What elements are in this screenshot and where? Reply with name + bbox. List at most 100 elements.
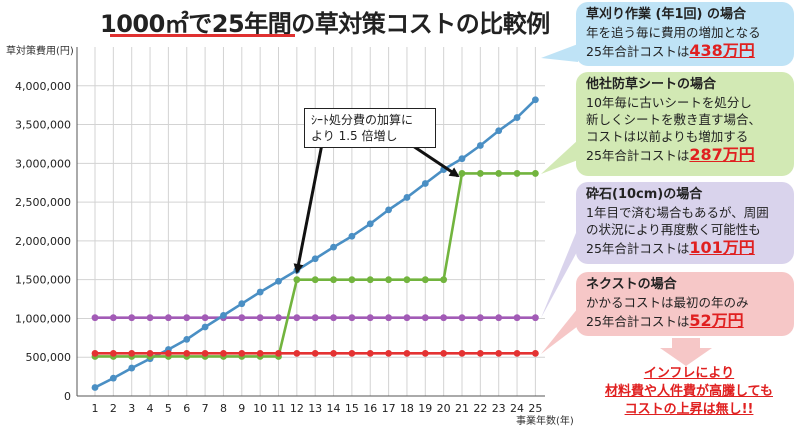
y-tick-label: 0: [64, 390, 71, 403]
x-tick-label: 11: [272, 402, 286, 415]
data-point: [311, 276, 319, 284]
data-point: [293, 276, 301, 284]
x-tick-label: 20: [437, 402, 451, 415]
data-point: [513, 349, 521, 357]
y-axis-label: 草対策費用(円): [6, 46, 74, 57]
data-point: [476, 314, 484, 322]
data-point: [348, 232, 356, 240]
inflation-line-2: 材料費や人件費が高騰しても: [605, 384, 773, 399]
data-point: [458, 155, 466, 163]
data-point: [403, 276, 411, 284]
data-point: [421, 314, 429, 322]
inflation-message: インフレにより 材料費や人件費が高騰しても コストの上昇は無し!!: [583, 365, 795, 419]
data-point: [256, 314, 264, 322]
data-point: [311, 255, 319, 263]
data-point: [440, 314, 448, 322]
inflation-line-3: コストの上昇は無し!!: [624, 402, 754, 417]
box-cost: 25年合計コストは52万円: [586, 311, 744, 330]
box-cost: 25年合計コストは101万円: [586, 238, 755, 257]
x-tick-label: 15: [345, 402, 359, 415]
inflation-line-1: インフレにより: [643, 366, 735, 381]
data-point: [458, 349, 466, 357]
data-point: [146, 349, 154, 357]
box-title: ネクストの場合: [586, 277, 677, 292]
data-point: [293, 349, 301, 357]
data-point: [220, 311, 227, 319]
data-point: [532, 314, 539, 322]
data-point: [403, 194, 411, 201]
data-point: [275, 277, 282, 285]
data-point: [238, 349, 246, 357]
data-point: [238, 300, 246, 308]
info-box-mowing: 草刈り作業 (年1回) の場合 年を追う毎に費用の増加となる 25年合計コストは…: [576, 2, 794, 66]
x-tick-label: 16: [363, 402, 377, 415]
data-point: [128, 364, 136, 372]
y-tick-label: 1,000,000: [15, 312, 71, 325]
data-point: [403, 314, 411, 322]
info-box-gravel: 砕石(10cm)の場合 1年目で済む場合もあるが、周囲 の状況により再度敷く可能…: [576, 182, 794, 264]
data-point: [385, 314, 392, 322]
data-point: [311, 349, 319, 357]
purple-box-pointer: [541, 228, 578, 318]
x-tick-label: 4: [147, 402, 154, 415]
box-title: 他社防草シートの場合: [586, 77, 717, 92]
data-point: [183, 335, 191, 343]
data-point: [348, 349, 356, 357]
red-box-pointer: [541, 308, 578, 354]
data-point: [366, 220, 374, 228]
annotation-line-1: ｼｰﾄ処分費の加算に: [311, 113, 414, 127]
data-point: [109, 314, 117, 322]
data-point: [91, 314, 99, 322]
x-tick-label: 22: [473, 402, 487, 415]
box-title: 砕石(10cm)の場合: [586, 187, 703, 202]
x-tick-label: 5: [165, 402, 172, 415]
x-tick-label: 1: [92, 402, 99, 415]
data-point: [275, 349, 282, 357]
data-point: [366, 349, 374, 357]
box-desc: かかるコストは最初の年のみ: [586, 295, 749, 310]
x-tick-label: 25: [528, 402, 542, 415]
data-point: [476, 142, 484, 149]
data-point: [532, 349, 539, 357]
data-point: [165, 314, 172, 322]
x-tick-label: 18: [400, 402, 414, 415]
data-point: [165, 349, 172, 357]
box-desc: 1年目で済む場合もあるが、周囲: [586, 205, 769, 220]
x-tick-label: 8: [220, 402, 227, 415]
y-tick-label: 2,000,000: [15, 235, 71, 248]
box-title: 草刈り作業 (年1回) の場合: [586, 7, 746, 22]
info-box-other-sheet: 他社防草シートの場合 10年毎に古いシートを処分し 新しくシートを敷き直す場合、…: [576, 72, 794, 176]
data-point: [348, 276, 356, 284]
data-point: [495, 170, 503, 177]
data-point: [256, 349, 264, 357]
data-point: [201, 349, 209, 357]
cost-value: 287万円: [689, 145, 755, 164]
data-point: [330, 243, 337, 251]
data-point: [128, 349, 136, 357]
page-title: 1000㎡で25年間の草対策コストの比較例: [100, 10, 550, 38]
data-point: [109, 349, 117, 357]
x-tick-label: 23: [492, 402, 506, 415]
x-tick-label: 2: [110, 402, 117, 415]
data-point: [495, 349, 503, 357]
annotation-line-2: より 1.5 倍増し: [311, 129, 398, 143]
data-point: [311, 314, 319, 322]
x-tick-label: 14: [327, 402, 341, 415]
data-point: [532, 170, 539, 177]
data-point: [330, 276, 337, 284]
data-point: [495, 314, 503, 322]
data-point: [183, 314, 191, 322]
y-tick-label: 3,000,000: [15, 157, 71, 170]
data-point: [146, 314, 154, 322]
x-tick-label: 3: [128, 402, 135, 415]
data-point: [201, 323, 209, 331]
cost-value: 101万円: [689, 238, 755, 257]
data-point: [421, 180, 429, 187]
blue-box-pointer: [541, 44, 578, 62]
data-point: [385, 206, 392, 214]
x-tick-label: 9: [238, 402, 245, 415]
title-underline: [110, 34, 295, 37]
data-point: [275, 314, 282, 322]
data-point: [532, 96, 539, 104]
